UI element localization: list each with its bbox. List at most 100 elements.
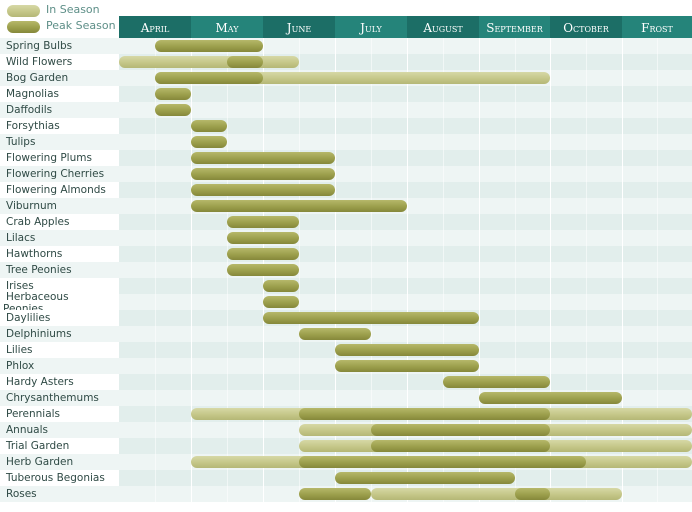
row-label: Bog Garden: [0, 70, 119, 86]
legend: In Season Peak Season: [0, 0, 119, 38]
grid-half-line: [299, 38, 300, 512]
month-header: April May June July August September October Fr…: [119, 16, 692, 38]
row-label: Tuberous Begonias: [0, 470, 119, 486]
grid-line: [622, 38, 623, 512]
row-label: Flowering Cherries: [0, 166, 119, 182]
row-label: Tulips: [0, 134, 119, 150]
month-july: July: [335, 16, 407, 38]
grid-line: [479, 38, 480, 512]
row-label: Hardy Asters: [0, 374, 119, 390]
grid-row: [119, 134, 692, 150]
row-label: Annuals: [0, 422, 119, 438]
row-label: Viburnum: [0, 198, 119, 214]
peak-season-bar: [155, 40, 263, 52]
peak-season-swatch: [7, 21, 40, 33]
row-label: Daffodils: [0, 102, 119, 118]
row-label: Herbaceous Peonies: [3, 291, 69, 315]
row-label: Spring Bulbs: [0, 38, 119, 54]
grid-half-line: [227, 38, 228, 512]
grid-line: [335, 38, 336, 512]
row-label: Lilies: [0, 342, 119, 358]
peak-season-bar: [263, 312, 479, 324]
peak-season-bar: [299, 328, 371, 340]
row-label: Lilacs: [0, 230, 119, 246]
peak-season-bar: [227, 232, 299, 244]
row-label: Flowering Almonds: [0, 182, 119, 198]
month-june: June: [286, 21, 312, 35]
row-label: Tree Peonies: [0, 262, 119, 278]
row-label: Hawthorns: [0, 246, 119, 262]
peak-season-bar: [191, 120, 227, 132]
peak-season-bar: [299, 488, 371, 500]
row-label: Daylilies: [0, 310, 119, 326]
grid-row: [119, 230, 692, 246]
grid-half-line: [586, 38, 587, 512]
row-label: Flowering Plums: [0, 150, 119, 166]
grid-row: [119, 326, 692, 342]
row-label: Delphiniums: [0, 326, 119, 342]
grid-half-line: [514, 38, 516, 512]
month-frost: Frost: [622, 16, 692, 38]
grid-row: [119, 102, 692, 118]
peak-season-bar: [335, 360, 479, 372]
row-label: Magnolias: [0, 86, 119, 102]
row-label: Roses: [0, 486, 119, 502]
peak-season-bar: [227, 264, 299, 276]
grid-half-line: [443, 38, 444, 512]
peak-season-bar: [263, 296, 299, 308]
grid-row: [119, 246, 692, 262]
month-may: May: [191, 16, 263, 38]
peak-season-bar: [191, 152, 335, 164]
grid-row: [119, 262, 692, 278]
peak-season-bar: [443, 376, 550, 388]
peak-season-bar: [155, 72, 263, 84]
row-label: Perennials: [0, 406, 119, 422]
peak-season-bar: [191, 168, 335, 180]
grid-line: [550, 38, 551, 512]
month-october: October: [563, 21, 609, 35]
peak-season-bar: [227, 248, 299, 260]
month-september: September: [479, 16, 550, 38]
grid-row: [119, 374, 692, 390]
grid-row: [119, 214, 692, 230]
row-label: Irises: [0, 278, 119, 294]
month-august: August: [423, 21, 463, 35]
month-april: April: [140, 21, 170, 35]
peak-season-bar: [191, 200, 407, 212]
peak-season-bar: [227, 216, 299, 228]
in-season-bar: [371, 488, 622, 500]
peak-season-bar: [335, 344, 479, 356]
peak-season-bar: [371, 424, 550, 436]
peak-season-bar: [335, 472, 515, 484]
grid-row: [119, 294, 692, 310]
grid-row: [119, 278, 692, 294]
grid-row: [119, 38, 692, 54]
peak-season-bar: [371, 440, 550, 452]
peak-season-bar: [227, 56, 263, 68]
row-label: Crab Apples: [0, 214, 119, 230]
in-season-bar: [119, 56, 299, 68]
in-season-label: In Season: [46, 3, 100, 16]
peak-season-bar: [155, 104, 191, 116]
grid-row: [119, 86, 692, 102]
peak-season-bar: [479, 392, 622, 404]
grid-line: [191, 38, 192, 512]
peak-season-bar: [299, 408, 550, 420]
in-season-swatch: [7, 5, 40, 17]
grid-half-line: [371, 38, 372, 512]
grid-row: [119, 118, 692, 134]
row-label: Herb Garden: [0, 454, 119, 470]
grid-half-line: [657, 38, 658, 512]
peak-season-bar: [155, 88, 191, 100]
grid-half-line: [155, 38, 156, 512]
row-label: Forsythias: [0, 118, 119, 134]
grid-line: [407, 38, 408, 512]
peak-season-bar: [191, 136, 227, 148]
row-label: Trial Garden: [0, 438, 119, 454]
row-label: Phlox: [0, 358, 119, 374]
row-label: Wild Flowers: [0, 54, 119, 70]
peak-season-bar: [191, 184, 335, 196]
peak-season-bar: [514, 488, 550, 500]
peak-season-label: Peak Season: [46, 19, 116, 32]
row-label: Chrysanthemums: [0, 390, 119, 406]
